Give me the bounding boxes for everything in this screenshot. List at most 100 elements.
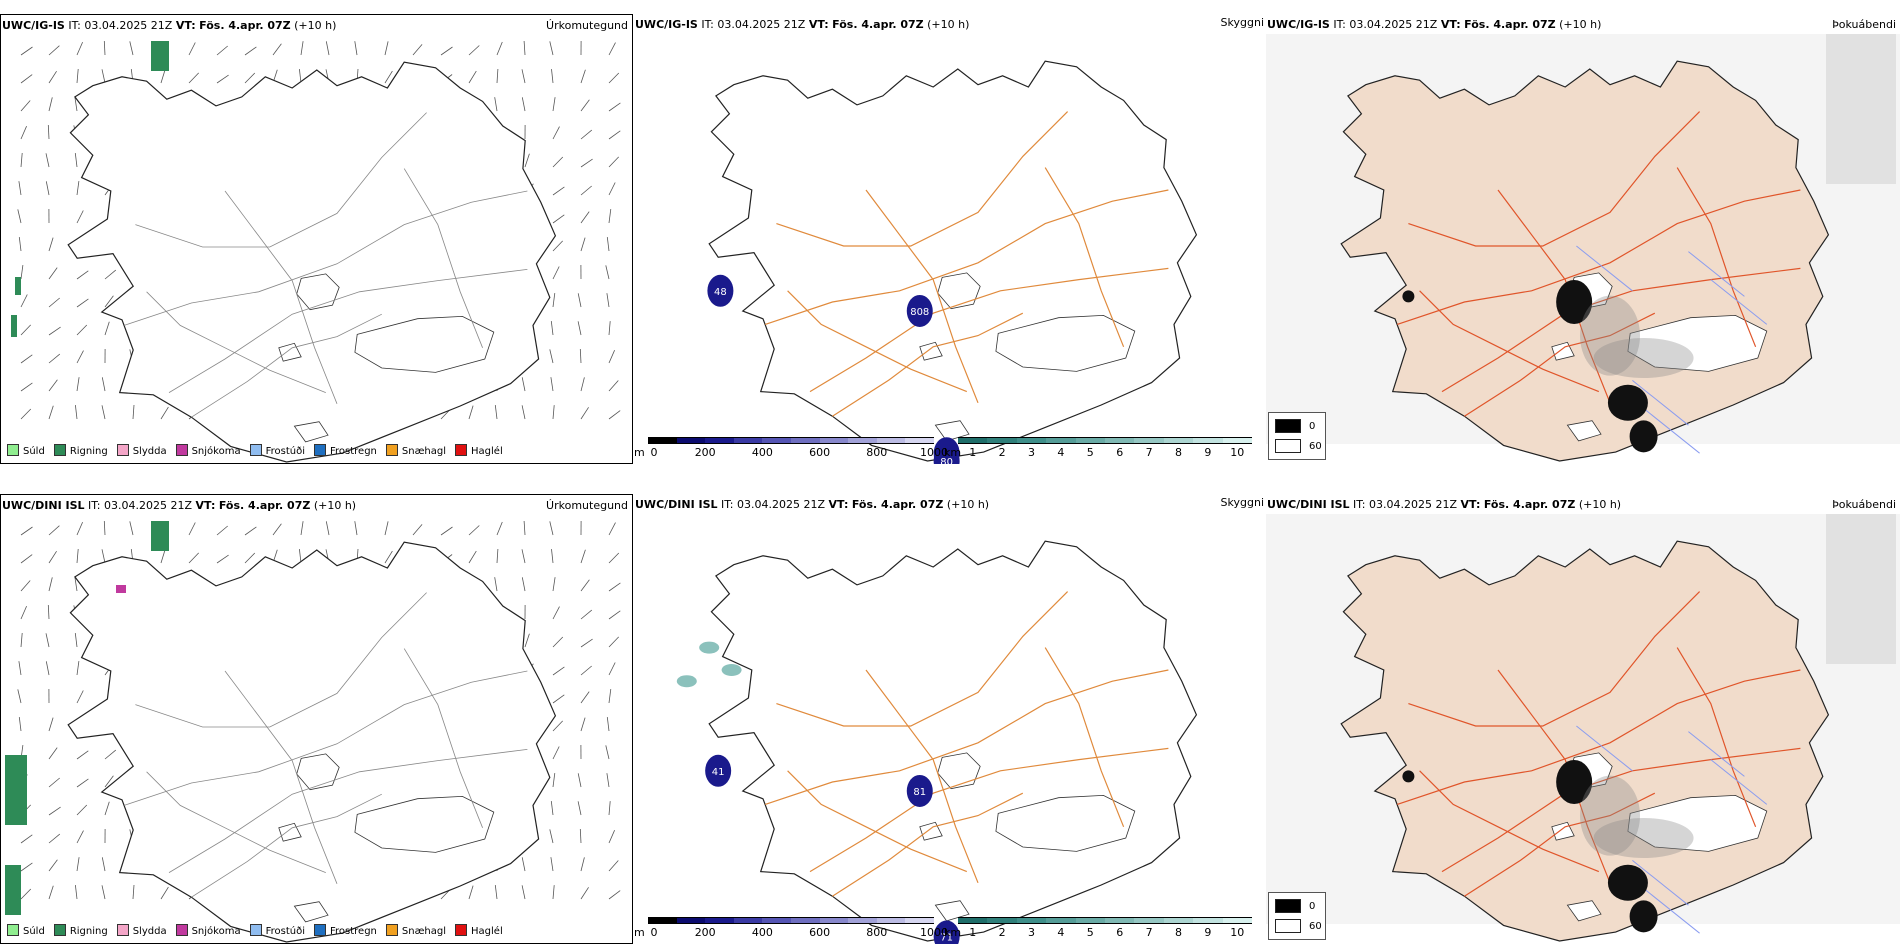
wind-barb	[272, 43, 282, 56]
wind-barb	[468, 405, 474, 420]
wind-barb	[354, 521, 358, 536]
colorbar-segment	[762, 437, 791, 444]
wind-barb	[552, 666, 565, 676]
colorbar-tick: 3	[1028, 926, 1035, 939]
wind-barb	[468, 45, 480, 56]
wind-barb	[244, 46, 257, 56]
wind-barb	[549, 829, 554, 844]
river-line	[1643, 888, 1700, 934]
wind-barb	[468, 550, 477, 564]
colorbar-segment	[733, 917, 763, 924]
panel-header: UWC/IG-IS IT: 03.04.2025 21Z VT: Fös. 4.…	[635, 18, 970, 31]
legend-swatch	[249, 444, 262, 456]
wind-barb	[552, 156, 564, 168]
colorbar-segment	[705, 917, 734, 924]
wind-barb	[20, 125, 27, 140]
wind-barb	[76, 324, 88, 336]
legend-label: Snjókoma	[191, 446, 241, 457]
wind-barb	[608, 830, 615, 844]
colorbar-tick: 400	[751, 446, 773, 459]
colorbar-tick: 6	[1116, 446, 1124, 459]
road-line	[1397, 189, 1801, 325]
legend-swatch	[249, 924, 262, 936]
wind-barb	[580, 579, 590, 592]
colorbar-unit: km	[944, 926, 962, 939]
wind-barb	[272, 523, 282, 536]
colorbar-segment	[1134, 437, 1164, 444]
fog-legend-item: 0	[1275, 419, 1315, 433]
road-line	[1408, 591, 1701, 727]
wind-barb	[552, 773, 556, 788]
wind-barb	[524, 633, 530, 648]
road-line	[1419, 770, 1600, 873]
colorbar-unit: km	[944, 446, 962, 459]
wind-barb	[412, 44, 423, 56]
colorbar-segment	[676, 437, 706, 444]
wind-barb	[104, 269, 117, 280]
colorbar-tick: 6	[1116, 926, 1124, 939]
wind-barb	[549, 349, 554, 364]
fog-patch	[1607, 384, 1648, 421]
wind-barb	[76, 377, 80, 392]
road-line	[1397, 669, 1801, 805]
rain-area	[11, 315, 17, 337]
wind-barb	[132, 884, 135, 900]
colorbar-segment	[987, 917, 1017, 924]
wind-barb	[18, 717, 22, 732]
wind-barb	[579, 348, 582, 364]
colorbar-segment	[958, 917, 988, 924]
legend-item: Súld	[7, 924, 45, 937]
visibility-colorbar: km 1 2 3 4 5 6 7 8 9 10	[944, 917, 1256, 939]
colorbar-segment	[876, 437, 906, 444]
ceiling-value-label: 80	[940, 457, 953, 464]
wind-barb	[76, 548, 79, 564]
wind-barb	[103, 40, 106, 56]
wind-barb	[523, 520, 526, 536]
wind-barb	[17, 209, 22, 224]
low-visibility-area	[699, 641, 720, 654]
wind-barb	[216, 74, 229, 84]
fog-streak	[1826, 514, 1896, 664]
wind-barb	[608, 662, 616, 676]
fog-legend-item: 60	[1275, 919, 1322, 933]
ceiling-colorbar: m 0 200 400 600 800 1000	[634, 917, 948, 939]
legend-swatch	[53, 924, 66, 936]
colorbar-segment	[705, 437, 734, 444]
wind-barb	[101, 549, 106, 564]
panel-title: Skyggni	[1220, 496, 1264, 509]
road-line	[787, 770, 968, 873]
panel-header: UWC/DINI ISL IT: 03.04.2025 21Z VT: Fös.…	[635, 498, 990, 511]
wind-barb	[606, 293, 610, 308]
road-line	[168, 749, 528, 873]
colorbar-tick: 600	[809, 446, 831, 459]
wind-barb	[552, 720, 563, 732]
wind-barb	[48, 45, 60, 56]
colorbar-segment	[648, 437, 677, 444]
wind-barb	[608, 552, 620, 564]
wind-barb	[48, 525, 60, 536]
wind-barb	[76, 690, 84, 704]
road-line	[224, 670, 338, 884]
legend-label: Rigning	[69, 926, 108, 937]
rain-area	[151, 521, 169, 551]
ceiling-value-label: 81	[913, 787, 926, 798]
legend-item: Slydda	[116, 924, 167, 937]
legend-item: Snæhagl	[385, 444, 446, 457]
river-line	[1576, 725, 1633, 772]
low-ceiling-area	[705, 754, 732, 787]
colorbar-segment	[1075, 917, 1105, 924]
wind-barb	[101, 377, 106, 392]
wind-barb	[496, 521, 503, 536]
colorbar-unit: m	[634, 926, 645, 939]
glacier-outline	[278, 822, 302, 842]
road-line	[168, 269, 528, 393]
road-line	[1044, 167, 1125, 348]
colorbar-tick: 4	[1057, 926, 1065, 939]
wind-barb	[216, 45, 228, 56]
wind-barb	[48, 237, 54, 252]
colorbar-tick: 800	[866, 446, 888, 459]
legend-swatch	[175, 444, 188, 456]
wind-barb	[496, 41, 503, 56]
precip-map-1	[11, 40, 621, 463]
glacier-outline	[293, 421, 329, 443]
